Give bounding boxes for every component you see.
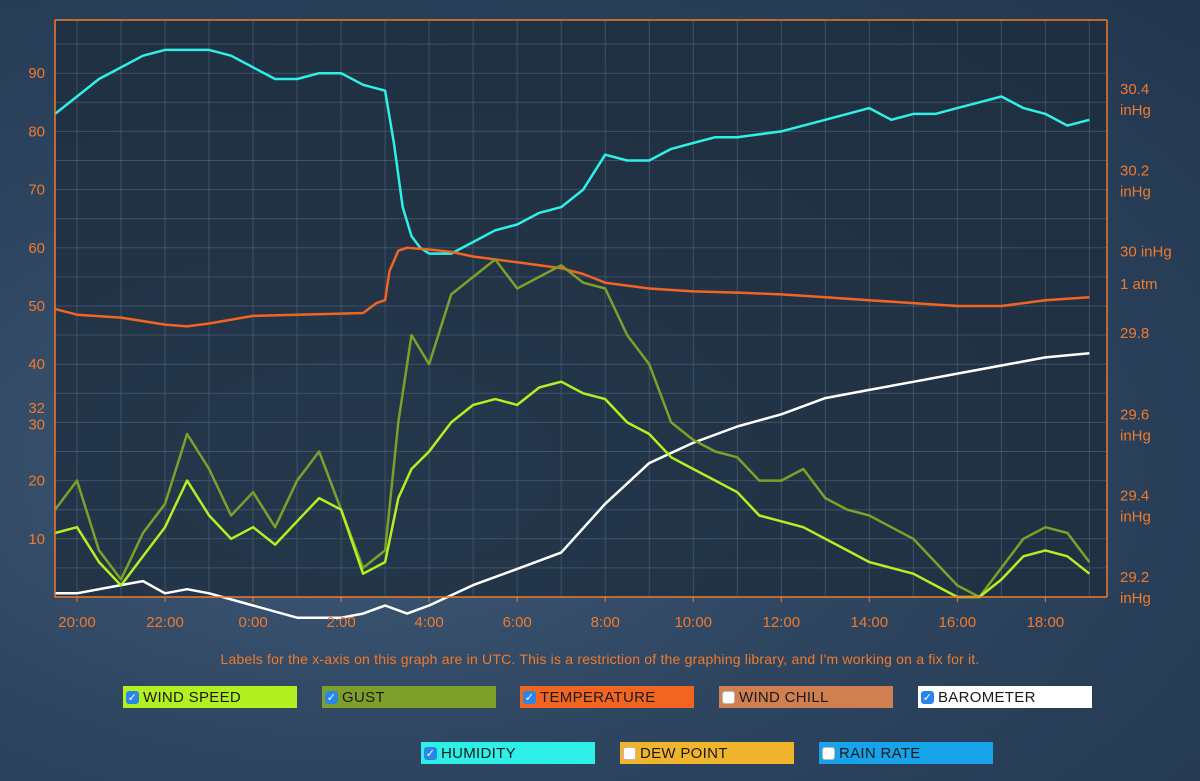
legend-checkbox[interactable]: [623, 746, 636, 760]
legend-checkbox[interactable]: ✓: [325, 690, 338, 704]
y-right-tick-label: 1 atm: [1120, 276, 1158, 293]
y-right-tick-label: 29.6: [1120, 406, 1149, 423]
legend-label: DEW POINT: [640, 744, 728, 762]
legend-label: RAIN RATE: [839, 744, 921, 762]
x-tick-label: 18:00: [1027, 614, 1065, 631]
legend-label: BAROMETER: [938, 688, 1036, 706]
y-left-tick-label: 20: [28, 473, 45, 490]
legend-checkbox[interactable]: ✓: [523, 690, 536, 704]
x-tick-label: 14:00: [851, 614, 889, 631]
checkmark-icon: ✓: [425, 746, 436, 760]
legend-label: GUST: [342, 688, 385, 706]
x-tick-label: 2:00: [327, 614, 356, 631]
legend-humidity[interactable]: ✓ HUMIDITY: [421, 742, 595, 764]
x-tick-label: 6:00: [503, 614, 532, 631]
y-right-tick-label: 29.8: [1120, 325, 1149, 342]
x-tick-label: 22:00: [146, 614, 184, 631]
y-left-tick-label: 40: [28, 356, 45, 373]
series-gust: [54, 258, 1091, 599]
y-left-tick-label: 30: [28, 416, 45, 433]
y-right-tick-unit: inHg: [1120, 427, 1151, 444]
legend-checkbox[interactable]: ✓: [126, 690, 139, 704]
x-tick-label: 8:00: [591, 614, 620, 631]
right-axis-ticks: 29.2 inHg 29.4 inHg 29.6 inHg 29.8 1 atm 30 inHg…: [1120, 81, 1172, 607]
y-left-tick-label: 50: [28, 298, 45, 315]
plot-area: [55, 20, 1107, 597]
y-right-tick-label: 29.4: [1120, 488, 1149, 505]
legend-checkbox[interactable]: ✓: [921, 690, 934, 704]
series-temperature: [54, 246, 1090, 328]
axes: [54, 19, 1108, 598]
checkmark-icon: ✓: [127, 690, 138, 704]
x-tick-label: 4:00: [415, 614, 444, 631]
legend-label: TEMPERATURE: [540, 688, 656, 706]
y-right-tick-unit: inHg: [1120, 509, 1151, 526]
x-tick-label: 16:00: [939, 614, 977, 631]
y-left-tick-label: 10: [28, 531, 45, 548]
y-left-tick-label: 90: [28, 65, 45, 82]
legend-checkbox[interactable]: ✓: [424, 746, 437, 760]
x-tick-label: 20:00: [58, 614, 96, 631]
legend-checkbox[interactable]: [722, 690, 735, 704]
checkmark-icon: ✓: [326, 690, 337, 704]
y-left-tick-label: 70: [28, 182, 45, 199]
y-right-tick-label: 30 inHg: [1120, 244, 1172, 261]
series-humidity: [54, 48, 1090, 255]
legend-rain-rate[interactable]: RAIN RATE: [819, 742, 993, 764]
utc-note: Labels for the x-axis on this graph are …: [220, 651, 980, 667]
y-right-tick-unit: inHg: [1120, 183, 1151, 200]
x-tick-label: 12:00: [763, 614, 801, 631]
y-left-tick-label: 60: [28, 240, 45, 257]
legend-barometer[interactable]: ✓ BAROMETER: [918, 686, 1092, 708]
weather-chart: 20:00 22:00 0:00 2:00 4:00 6:00 8:00 10:00 12:00…: [28, 19, 1172, 631]
series-wind-speed: [54, 380, 1091, 599]
y-right-tick-label: 29.2: [1120, 569, 1149, 586]
series-lines: [54, 48, 1091, 619]
legend-label: HUMIDITY: [441, 744, 516, 762]
grid: [55, 20, 1107, 597]
y-left-tick-label: 32: [28, 400, 45, 417]
y-right-tick-label: 30.4: [1120, 81, 1149, 98]
x-tick-label: 10:00: [674, 614, 712, 631]
legend-label: WIND CHILL: [739, 688, 829, 706]
y-right-tick-label: 30.2: [1120, 162, 1149, 179]
y-right-tick-unit: inHg: [1120, 590, 1151, 607]
x-tick-label: 0:00: [238, 614, 267, 631]
series-barometer: [55, 352, 1090, 619]
legend-dew-point[interactable]: DEW POINT: [620, 742, 794, 764]
y-left-tick-label: 80: [28, 123, 45, 140]
legend-checkbox[interactable]: [822, 746, 835, 760]
y-right-tick-unit: inHg: [1120, 102, 1151, 119]
checkmark-icon: ✓: [922, 690, 933, 704]
legend-wind-speed[interactable]: ✓ WIND SPEED: [123, 686, 297, 708]
legend-gust[interactable]: ✓ GUST: [322, 686, 496, 708]
x-axis-ticks: 20:00 22:00 0:00 2:00 4:00 6:00 8:00 10:00 12:00…: [58, 597, 1064, 631]
legend-label: WIND SPEED: [143, 688, 242, 706]
legend-temperature[interactable]: ✓ TEMPERATURE: [520, 686, 694, 708]
checkmark-icon: ✓: [524, 690, 535, 704]
legend-wind-chill[interactable]: WIND CHILL: [719, 686, 893, 708]
